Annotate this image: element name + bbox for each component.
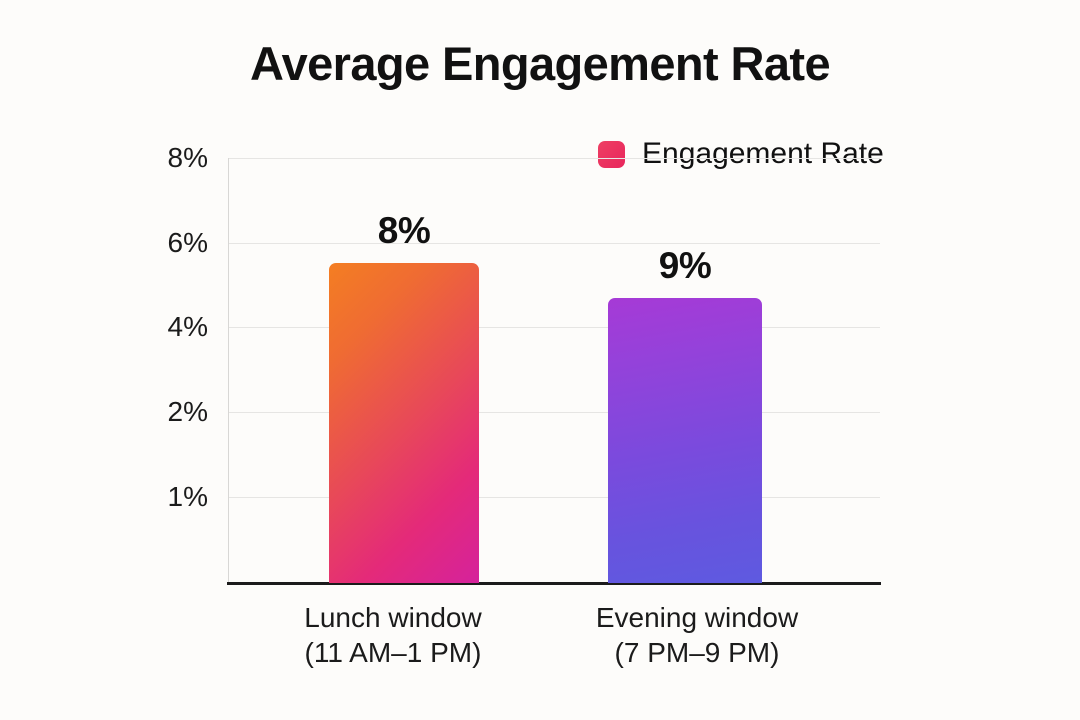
y-tick-label: 2% [167, 396, 208, 427]
bar-value-label-lunch: 8% [377, 210, 431, 251]
y-axis-line [228, 158, 229, 584]
bar-value-label-evening: 9% [658, 245, 712, 286]
x-category-label: Evening window [595, 602, 799, 633]
gridline [228, 412, 880, 413]
chart-title: Average Engagement Rate [250, 37, 831, 90]
x-category-sublabel: (11 AM–1 PM) [304, 637, 482, 668]
gridline [228, 243, 880, 244]
legend-label: Engagement Rate [642, 137, 884, 170]
x-axis-line [227, 582, 881, 585]
y-axis-tick-labels: 8% 6% 4% 2% 1% [120, 0, 208, 720]
x-category-sublabel: (7 PM–9 PM) [614, 637, 780, 668]
chart-legend: Engagement Rate [598, 137, 884, 171]
gridline [228, 158, 880, 159]
y-tick-label: 8% [167, 142, 208, 173]
bar-lunch-window[interactable] [329, 263, 479, 583]
gridline [228, 497, 880, 498]
plot-grid [228, 158, 880, 583]
y-tick-label: 6% [167, 227, 208, 258]
x-category-lunch-window: Lunch window (11 AM–1 PM) [304, 600, 481, 670]
legend-swatch-icon [598, 140, 625, 168]
gridline [228, 327, 880, 328]
x-category-evening-window: Evening window (7 PM–9 PM) [596, 600, 798, 670]
bar-evening-window[interactable] [608, 298, 762, 583]
bars-layer [228, 158, 880, 583]
y-tick-label: 4% [167, 311, 208, 342]
x-category-label: Lunch window [304, 602, 482, 633]
y-tick-label: 1% [167, 481, 208, 512]
